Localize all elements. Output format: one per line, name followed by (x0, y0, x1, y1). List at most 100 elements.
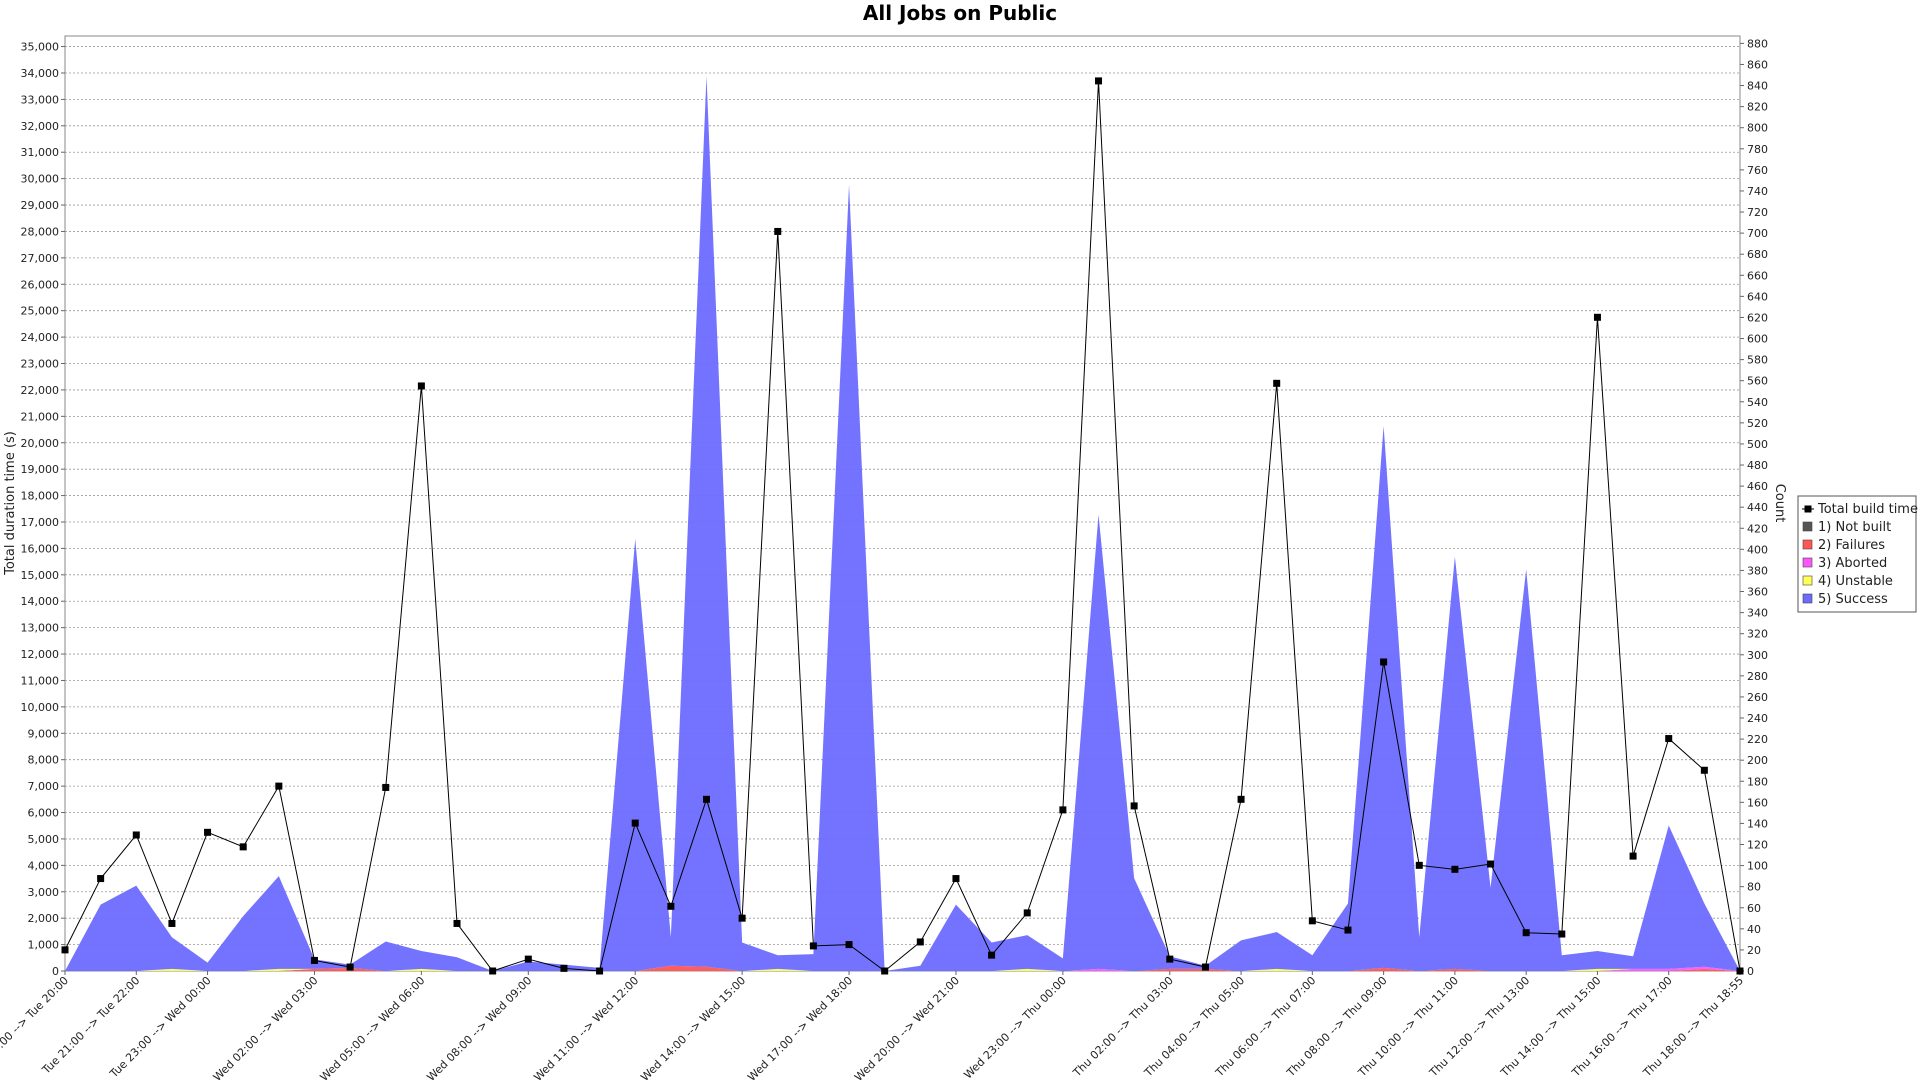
y2-tick-label: 320 (1747, 628, 1768, 641)
y-tick-label: 22,000 (21, 384, 60, 397)
legend-swatch (1802, 557, 1813, 568)
y-tick-label: 31,000 (21, 146, 60, 159)
marker (382, 783, 390, 791)
y-tick-label: 1,000 (28, 939, 60, 952)
y-tick-label: 0 (52, 965, 59, 978)
y2-tick-label: 140 (1747, 817, 1768, 830)
y2-tick-label: 840 (1747, 80, 1768, 93)
y-axis-label: Total duration time (s) (3, 431, 18, 576)
y-tick-label: 26,000 (21, 278, 60, 291)
marker (1059, 806, 1067, 814)
y2-tick-label: 120 (1747, 839, 1768, 852)
y2-tick-label: 400 (1747, 543, 1768, 556)
y-tick-label: 18,000 (21, 490, 60, 503)
legend-swatch (1802, 575, 1813, 586)
y2-axis-label: Count (1772, 484, 1787, 523)
legend-label: 2) Failures (1818, 538, 1885, 553)
y2-tick-label: 280 (1747, 670, 1768, 683)
marker (1273, 379, 1281, 387)
y-tick-label: 5,000 (28, 833, 60, 846)
y-tick-label: 16,000 (21, 542, 60, 555)
plot-area (64, 35, 1741, 972)
y-tick-label: 23,000 (21, 358, 60, 371)
y-tick-label: 33,000 (21, 93, 60, 106)
y-tick-label: 30,000 (21, 173, 60, 186)
y2-tick-label: 160 (1747, 796, 1768, 809)
marker (1558, 930, 1566, 938)
y2-tick-label: 300 (1747, 649, 1768, 662)
legend-swatch (1802, 593, 1813, 604)
x-tick-label: Wed 05:00 --> Wed 06:00 (318, 974, 428, 1080)
y2-tick-label: 500 (1747, 438, 1768, 451)
marker (239, 843, 247, 851)
y-tick-label: 25,000 (21, 305, 60, 318)
y2-tick-label: 520 (1747, 417, 1768, 430)
marker (952, 875, 960, 883)
legend-marker (1804, 505, 1812, 513)
legend-label: 4) Unstable (1818, 574, 1893, 589)
marker (1201, 963, 1209, 971)
x-tick-label: Wed 17:00 --> Wed 18:00 (745, 974, 855, 1080)
y2-tick-label: 440 (1747, 501, 1768, 514)
legend-label: 5) Success (1818, 592, 1888, 607)
marker (204, 828, 212, 836)
y-tick-label: 24,000 (21, 331, 60, 344)
marker (596, 967, 604, 975)
marker (168, 919, 176, 927)
marker (1522, 929, 1530, 937)
y2-tick-label: 240 (1747, 712, 1768, 725)
y2-tick-label: 720 (1747, 206, 1768, 219)
marker (1130, 802, 1138, 810)
y-tick-label: 10,000 (21, 701, 60, 714)
y2-tick-label: 80 (1747, 881, 1761, 894)
y-tick-label: 19,000 (21, 463, 60, 476)
marker (560, 964, 568, 972)
y2-tick-label: 260 (1747, 691, 1768, 704)
marker (346, 963, 354, 971)
x-tick-label: Wed 23:00 --> Thu 00:00 (961, 974, 1069, 1080)
y2-tick-label: 460 (1747, 480, 1768, 493)
y-tick-label: 7,000 (28, 780, 60, 793)
y2-tick-label: 820 (1747, 101, 1768, 114)
legend-swatch (1802, 539, 1813, 550)
y2-tick-label: 180 (1747, 775, 1768, 788)
x-tick-label: Wed 08:00 --> Wed 09:00 (424, 974, 534, 1080)
marker (1023, 909, 1031, 917)
area (65, 965, 1740, 971)
y2-tick-label: 220 (1747, 733, 1768, 746)
marker (61, 946, 69, 954)
y-tick-label: 17,000 (21, 516, 60, 529)
y2-tick-label: 760 (1747, 164, 1768, 177)
legend-label: 1) Not built (1818, 520, 1891, 535)
y2-tick-label: 680 (1747, 248, 1768, 261)
marker (1700, 766, 1708, 774)
y2-tick-label: 380 (1747, 564, 1768, 577)
marker (1237, 795, 1245, 803)
marker (417, 382, 425, 390)
y-tick-label: 14,000 (21, 595, 60, 608)
marker (809, 942, 817, 950)
marker (275, 782, 283, 790)
y-tick-label: 15,000 (21, 569, 60, 582)
marker (667, 902, 675, 910)
marker (881, 967, 889, 975)
y-tick-label: 13,000 (21, 622, 60, 635)
y2-tick-label: 340 (1747, 607, 1768, 620)
marker (1629, 852, 1637, 860)
marker (132, 831, 140, 839)
y-tick-label: 27,000 (21, 252, 60, 265)
marker (738, 914, 746, 922)
marker (524, 955, 532, 963)
y-tick-label: 2,000 (28, 912, 60, 925)
y-tick-label: 21,000 (21, 410, 60, 423)
y-tick-label: 29,000 (21, 199, 60, 212)
marker (1415, 861, 1423, 869)
marker (631, 819, 639, 827)
y2-tick-label: 600 (1747, 333, 1768, 346)
line (64, 80, 1741, 972)
y-tick-label: 35,000 (21, 41, 60, 54)
y-tick-label: 8,000 (28, 754, 60, 767)
marker (1665, 735, 1673, 743)
legend-label: 3) Aborted (1818, 556, 1887, 571)
marker (916, 938, 924, 946)
